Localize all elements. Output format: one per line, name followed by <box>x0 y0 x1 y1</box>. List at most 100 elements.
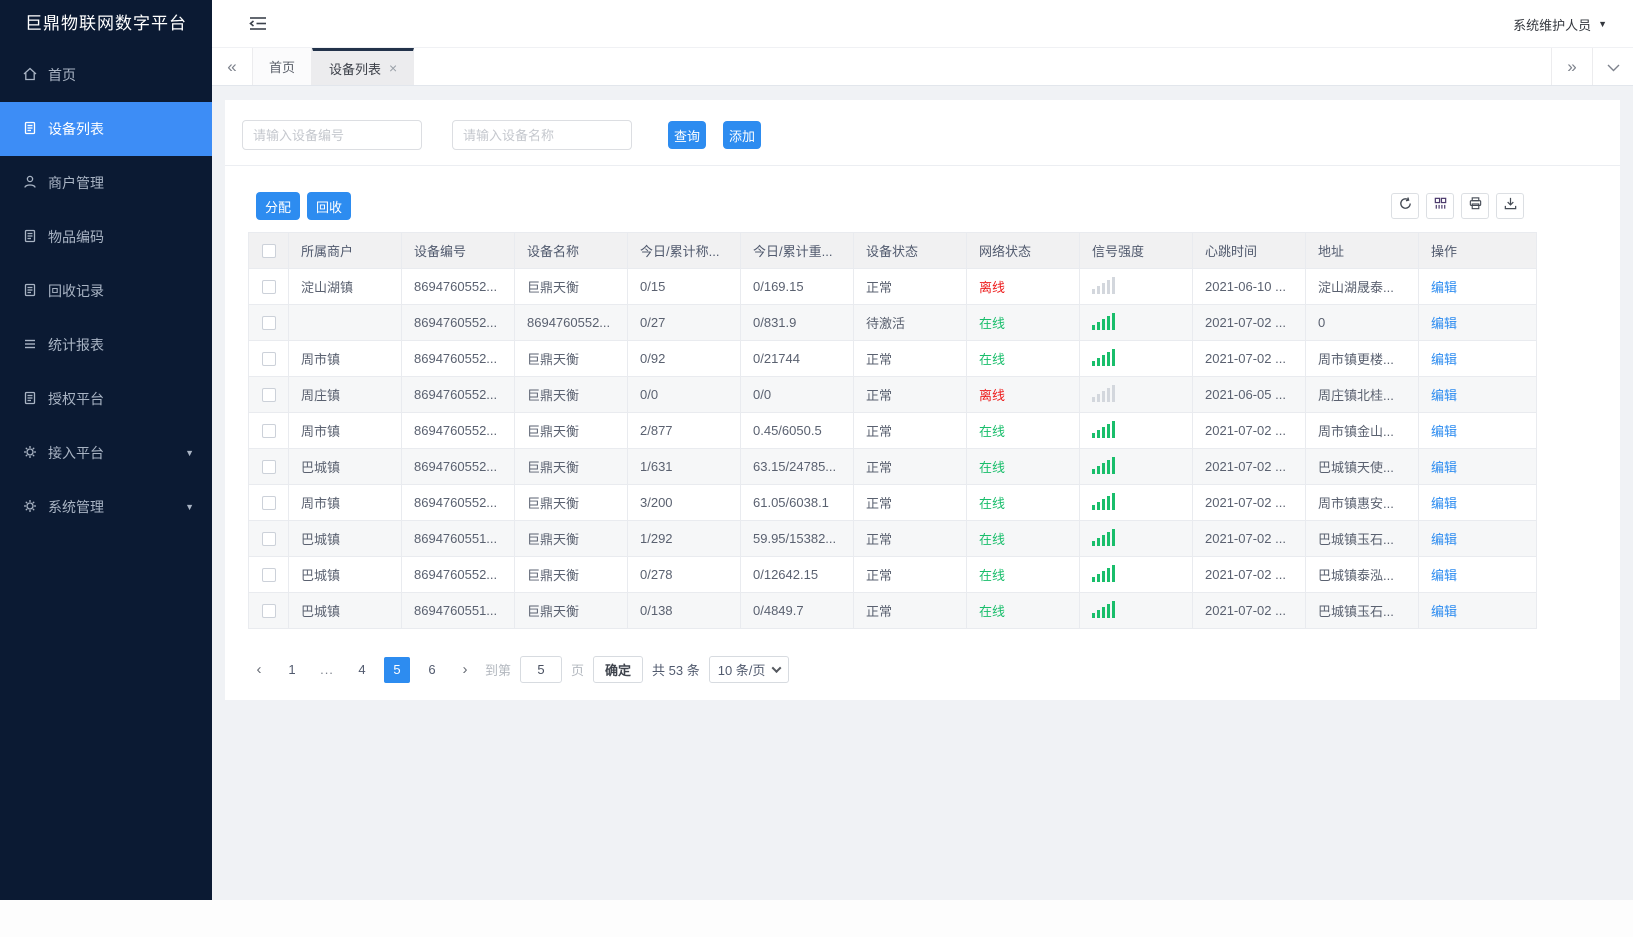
close-icon[interactable]: × <box>389 60 398 76</box>
edit-link[interactable]: 编辑 <box>1431 280 1458 295</box>
tab-home[interactable]: 首页 <box>252 48 313 85</box>
row-checkbox[interactable] <box>262 531 276 546</box>
cell-device-name: 巨鼎天衡 <box>514 448 628 485</box>
row-checkbox[interactable] <box>262 315 276 330</box>
user-icon <box>22 174 38 193</box>
cell-heartbeat: 2021-06-10 ... <box>1192 268 1306 305</box>
page-1[interactable]: 1 <box>288 661 296 677</box>
cell-device-status: 正常 <box>853 376 967 413</box>
edit-link[interactable]: 编辑 <box>1431 388 1458 403</box>
cell-heartbeat: 2021-07-02 ... <box>1192 520 1306 557</box>
cell-today-weight: 0/831.9 <box>740 304 854 341</box>
goto-page-input[interactable] <box>520 656 563 683</box>
page-5-active[interactable]: 5 <box>384 656 410 683</box>
col-today-weight: 今日/累计重... <box>740 232 854 269</box>
edit-link[interactable]: 编辑 <box>1431 496 1458 511</box>
sidebar-item-home[interactable]: 首页 <box>0 48 212 102</box>
edit-link[interactable]: 编辑 <box>1431 460 1458 475</box>
row-checkbox[interactable] <box>262 279 276 294</box>
cell-address: 周市镇金山... <box>1305 412 1419 449</box>
page-4[interactable]: 4 <box>358 661 366 677</box>
total-count-label: 共 53 条 <box>652 663 700 678</box>
sidebar-item-auth-platform[interactable]: 授权平台 <box>0 372 212 426</box>
recycle-button[interactable]: 回收 <box>307 192 352 220</box>
edit-link[interactable]: 编辑 <box>1431 604 1458 619</box>
sidebar-item-label: 回收记录 <box>48 283 104 299</box>
cell-address: 巴城镇玉石... <box>1305 592 1419 629</box>
row-checkbox[interactable] <box>262 495 276 510</box>
cell-merchant: 巴城镇 <box>288 520 402 557</box>
edit-link[interactable]: 编辑 <box>1431 424 1458 439</box>
cell-merchant: 周市镇 <box>288 484 402 521</box>
table-header-row: 所属商户 设备编号 设备名称 今日/累计称... 今日/累计重... 设备状态 … <box>248 232 1537 269</box>
add-button[interactable]: 添加 <box>723 121 762 149</box>
row-checkbox[interactable] <box>262 603 276 618</box>
sidebar-item-access-platform[interactable]: 接入平台 ▼ <box>0 426 212 480</box>
tab-device-list[interactable]: 设备列表 × <box>312 48 415 85</box>
app-title: 巨鼎物联网数字平台 <box>25 14 187 33</box>
sidebar-item-item-code[interactable]: 物品编码 <box>0 210 212 264</box>
document-icon <box>22 120 38 139</box>
edit-link[interactable]: 编辑 <box>1431 532 1458 547</box>
row-checkbox[interactable] <box>262 459 276 474</box>
device-name-input[interactable] <box>452 120 632 150</box>
cell-address: 淀山湖晟泰... <box>1305 268 1419 305</box>
sidebar-item-label: 首页 <box>48 67 76 83</box>
tabs-scroll-right-button[interactable]: » <box>1551 48 1592 85</box>
cell-today-weight: 59.95/15382... <box>740 520 854 557</box>
tabs-menu-button[interactable] <box>1592 48 1633 85</box>
cell-network-status: 离线 <box>966 376 1080 413</box>
table-row: 周市镇 8694760552... 巨鼎天衡 3/200 61.05/6038.… <box>248 484 1537 521</box>
cell-device-name: 巨鼎天衡 <box>514 592 628 629</box>
row-checkbox[interactable] <box>262 351 276 366</box>
print-button[interactable] <box>1461 193 1489 219</box>
sidebar-item-label: 物品编码 <box>48 229 104 245</box>
row-checkbox[interactable] <box>262 567 276 582</box>
cell-today-weight: 0/12642.15 <box>740 556 854 593</box>
sidebar-item-recycle-records[interactable]: 回收记录 <box>0 264 212 318</box>
cell-merchant: 周市镇 <box>288 412 402 449</box>
next-page-button[interactable]: › <box>462 661 468 678</box>
cell-network-status: 在线 <box>966 484 1080 521</box>
download-button[interactable] <box>1496 193 1524 219</box>
signal-strength-icon <box>1092 456 1115 474</box>
edit-link[interactable]: 编辑 <box>1431 316 1458 331</box>
cell-device-no: 8694760552... <box>401 304 515 341</box>
search-bar: 查询 添加 <box>242 120 762 150</box>
row-checkbox[interactable] <box>262 423 276 438</box>
select-all-checkbox[interactable] <box>262 243 276 258</box>
sidebar-item-device-list[interactable]: 设备列表 <box>0 102 212 156</box>
sidebar-item-system-mgmt[interactable]: 系统管理 ▼ <box>0 480 212 534</box>
user-menu[interactable]: 系统维护人员 ▼ <box>1513 0 1607 48</box>
sidebar-item-statistics[interactable]: 统计报表 <box>0 318 212 372</box>
refresh-button[interactable] <box>1391 193 1419 219</box>
sidebar-item-label: 系统管理 <box>48 499 104 515</box>
edit-link[interactable]: 编辑 <box>1431 352 1458 367</box>
page-ellipsis[interactable]: ... <box>320 661 334 677</box>
sidebar-item-label: 接入平台 <box>48 445 104 461</box>
table-row: 巴城镇 8694760552... 巨鼎天衡 0/278 0/12642.15 … <box>248 556 1537 593</box>
sidebar-item-merchant-mgmt[interactable]: 商户管理 <box>0 156 212 210</box>
home-icon <box>22 66 38 85</box>
goto-label: 到第 <box>485 663 512 678</box>
cell-today-weight: 61.05/6038.1 <box>740 484 854 521</box>
query-button[interactable]: 查询 <box>668 121 707 149</box>
goto-confirm-button[interactable]: 确定 <box>593 656 644 683</box>
col-network-status: 网络状态 <box>966 232 1080 269</box>
user-name: 系统维护人员 <box>1513 17 1592 33</box>
menu-fold-icon[interactable] <box>248 15 268 37</box>
assign-button[interactable]: 分配 <box>256 192 301 220</box>
edit-link[interactable]: 编辑 <box>1431 568 1458 583</box>
document-icon <box>22 282 38 301</box>
page-6[interactable]: 6 <box>428 661 436 677</box>
row-checkbox[interactable] <box>262 387 276 402</box>
signal-strength-icon <box>1092 600 1115 618</box>
signal-strength-icon <box>1092 348 1115 366</box>
device-no-input[interactable] <box>242 120 422 150</box>
col-today-count: 今日/累计称... <box>627 232 741 269</box>
cell-today-count: 0/92 <box>627 340 741 377</box>
page-size-select[interactable]: 10 条/页 <box>708 656 790 683</box>
prev-page-button[interactable]: ‹ <box>256 661 262 678</box>
tabs-scroll-left-button[interactable]: « <box>212 48 252 85</box>
columns-button[interactable] <box>1426 193 1454 219</box>
